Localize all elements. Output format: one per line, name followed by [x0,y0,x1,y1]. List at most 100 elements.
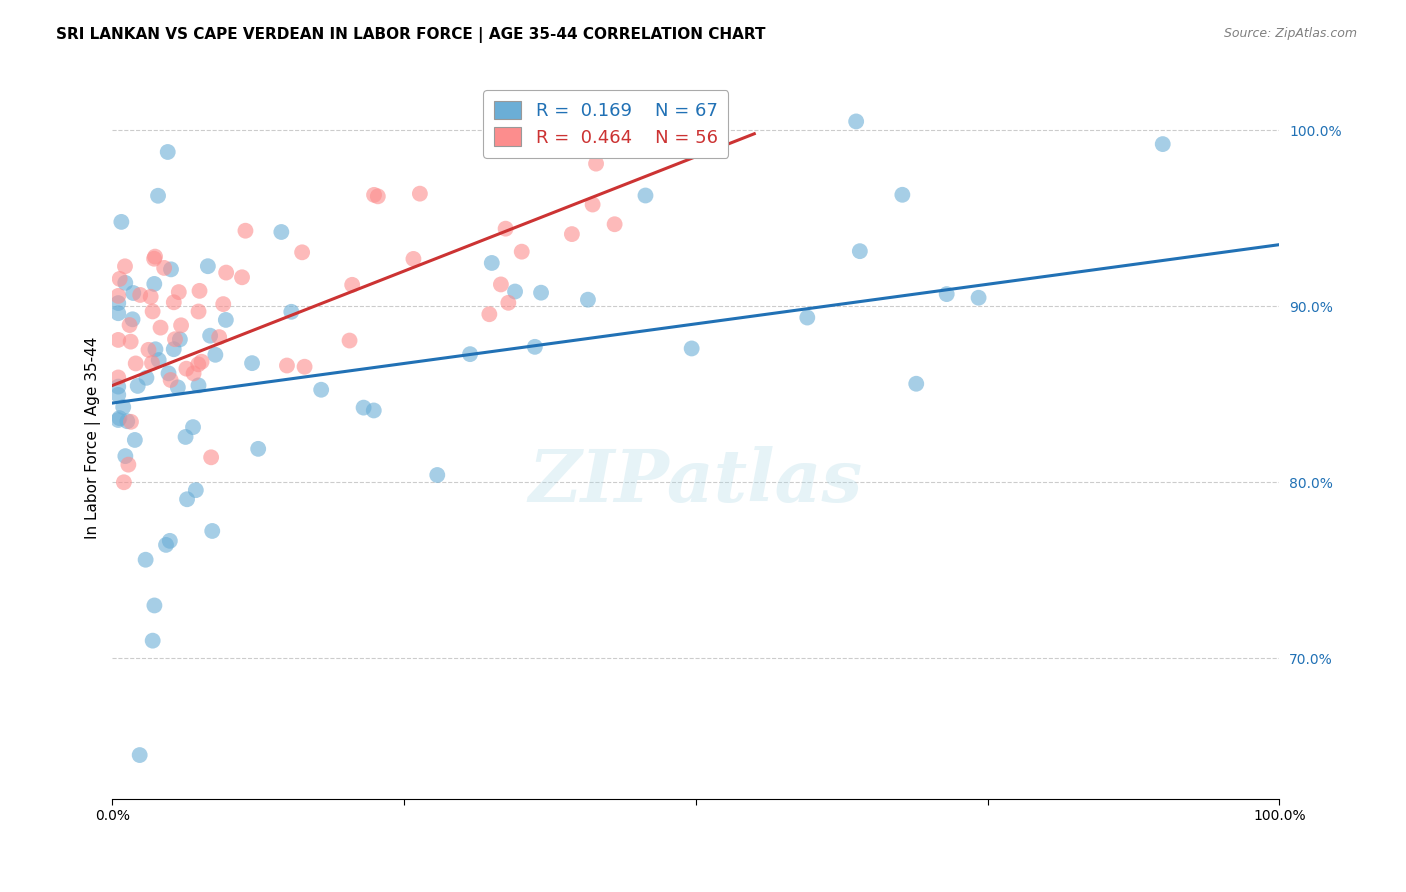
Point [107,296,129,310]
Point [215,266,238,280]
Point [489,277,512,292]
Point [498,295,520,310]
Point [163,332,186,346]
Point [176,361,198,376]
Text: ZIPatlas: ZIPatlas [529,446,863,517]
Point [135,371,157,385]
Point [503,285,526,299]
Point [128,747,150,762]
Point [212,297,235,311]
Point [967,291,990,305]
Point [353,401,375,415]
Point [120,334,142,349]
Point [107,388,129,402]
Point [169,332,191,346]
Point [127,379,149,393]
Point [181,420,204,434]
Point [294,359,316,374]
Point [156,145,179,159]
Point [849,244,872,259]
Point [523,340,546,354]
Point [478,307,501,321]
Point [276,359,298,373]
Point [188,284,211,298]
Point [135,553,157,567]
Point [124,433,146,447]
Point [363,403,385,417]
Point [247,442,270,456]
Point [576,293,599,307]
Point [118,318,141,332]
Point [200,450,222,465]
Point [142,304,165,318]
Legend: R =  0.169    N = 67, R =  0.464    N = 56: R = 0.169 N = 67, R = 0.464 N = 56 [484,90,728,158]
Point [107,333,129,347]
Point [184,483,207,498]
Text: SRI LANKAN VS CAPE VERDEAN IN LABOR FORCE | AGE 35-44 CORRELATION CHART: SRI LANKAN VS CAPE VERDEAN IN LABOR FORC… [56,27,766,43]
Point [309,383,332,397]
Point [176,492,198,507]
Point [426,468,449,483]
Point [796,310,818,325]
Point [581,197,603,211]
Point [187,357,209,371]
Point [585,156,607,170]
Point [280,305,302,319]
Point [409,186,432,201]
Point [201,524,224,538]
Point [129,288,152,302]
Point [845,114,868,128]
Point [114,449,136,463]
Point [120,415,142,429]
Point [905,376,928,391]
Point [155,538,177,552]
Point [603,217,626,231]
Point [153,260,176,275]
Point [125,356,148,370]
Point [143,277,166,291]
Point [481,256,503,270]
Point [167,285,190,299]
Point [163,295,186,310]
Point [198,328,221,343]
Point [108,411,131,425]
Point [231,270,253,285]
Point [240,356,263,370]
Point [112,400,135,414]
Point [142,633,165,648]
Point [187,304,209,318]
Point [107,306,129,320]
Point [204,348,226,362]
Point [149,320,172,334]
Point [675,114,697,128]
Point [159,373,181,387]
Point [110,215,132,229]
Point [117,414,139,428]
Point [561,227,583,241]
Point [117,458,139,472]
Point [402,252,425,266]
Point [367,189,389,203]
Point [174,430,197,444]
Point [114,260,136,274]
Point [1152,137,1174,152]
Point [891,187,914,202]
Point [159,533,181,548]
Point [510,244,533,259]
Point [187,378,209,392]
Point [593,114,616,128]
Point [530,285,553,300]
Text: Source: ZipAtlas.com: Source: ZipAtlas.com [1223,27,1357,40]
Point [143,252,166,266]
Point [270,225,292,239]
Point [495,221,517,235]
Point [339,334,361,348]
Point [170,318,193,333]
Point [160,262,183,277]
Point [183,367,205,381]
Point [145,343,167,357]
Point [458,347,481,361]
Point [235,224,257,238]
Point [139,290,162,304]
Point [197,259,219,273]
